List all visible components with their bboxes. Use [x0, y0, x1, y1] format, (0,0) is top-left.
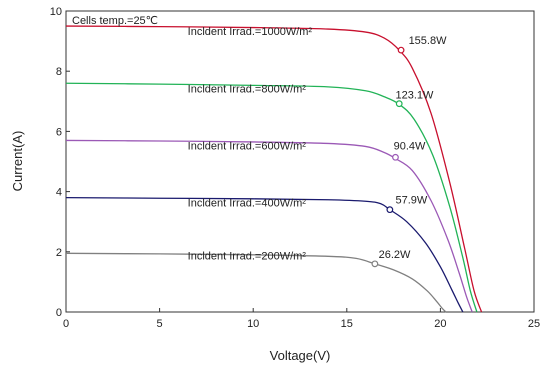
power-label-3: 90.4W — [394, 140, 426, 152]
series-line-5 — [65, 252, 447, 313]
y-tick-label: 4 — [56, 187, 62, 199]
x-tick-label: 25 — [528, 318, 540, 330]
curve-label-1: Incldent Irrad.=1000W/m² — [188, 26, 313, 38]
curve-label-2: Incldent Irrad.=800W/m² — [188, 83, 307, 95]
y-tick-label: 6 — [56, 126, 62, 138]
series-group — [65, 25, 483, 313]
mpp-marker-4 — [386, 206, 394, 214]
y-axis-label: Current(A) — [10, 131, 25, 192]
mpp-marker-3 — [392, 153, 399, 161]
x-axis-ticks: 0 5 10 15 20 25 — [63, 308, 540, 330]
power-label-1: 155.8W — [409, 35, 448, 47]
x-tick-label: 15 — [341, 318, 353, 330]
y-tick-label: 10 — [50, 6, 62, 18]
y-tick-label: 2 — [56, 247, 62, 259]
mpp-marker-2 — [395, 100, 403, 108]
y-tick-label: 0 — [56, 307, 62, 319]
curve-label-3: Incldent Irrad.=600W/m² — [188, 140, 307, 152]
curve-label-5: Incldent Irrad.=200W/m² — [188, 250, 307, 262]
y-axis-ticks: 0 2 4 6 8 10 — [50, 6, 70, 319]
x-axis-label: Voltage(V) — [270, 348, 331, 363]
x-tick-label: 5 — [157, 318, 163, 330]
x-tick-label: 0 — [63, 318, 69, 330]
cells-temp-annotation: Cells temp.=25℃ — [72, 15, 158, 27]
power-label-4: 57.9W — [395, 195, 427, 207]
y-tick-label: 8 — [56, 66, 62, 78]
x-tick-label: 10 — [247, 318, 259, 330]
curve-label-4: Incldent Irrad.=400W/m² — [188, 198, 307, 210]
x-tick-label: 20 — [434, 318, 446, 330]
power-label-2: 123.1W — [395, 89, 434, 101]
plot-area — [65, 10, 535, 313]
mpp-marker-1 — [397, 46, 405, 54]
mpp-marker-5 — [371, 260, 379, 268]
curve-labels: Incldent Irrad.=1000W/m² 155.8W Incldent I… — [188, 26, 447, 262]
power-label-5: 26.2W — [379, 249, 411, 261]
